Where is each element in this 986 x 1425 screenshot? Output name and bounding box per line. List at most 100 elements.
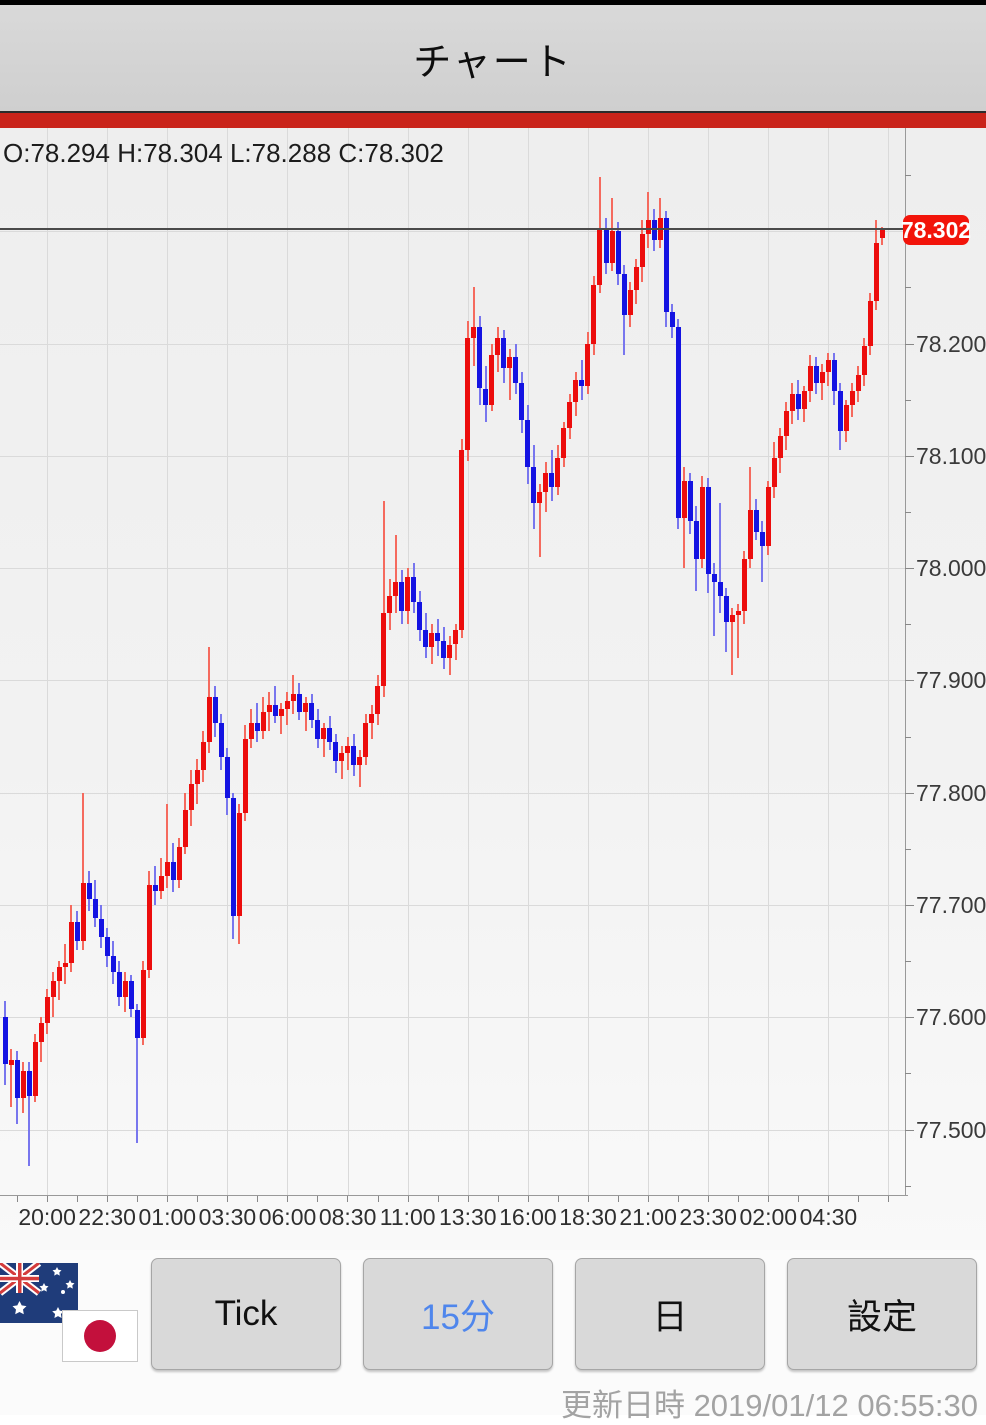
candlestick-chart[interactable] bbox=[0, 128, 905, 1195]
tick-button-label: Tick bbox=[214, 1294, 278, 1333]
x-axis-label: 18:30 bbox=[559, 1204, 617, 1230]
candle-body bbox=[825, 360, 831, 372]
x-axis-label: 03:30 bbox=[198, 1204, 257, 1230]
candle-body bbox=[74, 921, 80, 941]
x-axis-label: 06:00 bbox=[258, 1204, 317, 1230]
candle-body bbox=[158, 875, 164, 892]
bottom-toolbar: Tick 15分 日 設定 更新日時 2019/01/12 06:55:30 bbox=[0, 1250, 986, 1423]
candle-body bbox=[771, 458, 777, 488]
candle-body bbox=[224, 756, 230, 799]
tick-button[interactable]: Tick bbox=[151, 1258, 341, 1370]
gridline-horizontal bbox=[0, 344, 905, 345]
x-axis-tick bbox=[738, 1196, 739, 1202]
candle-body bbox=[693, 521, 699, 560]
gridline-vertical bbox=[227, 128, 229, 1195]
candle-wick bbox=[136, 1003, 139, 1144]
y-axis-tick bbox=[905, 1017, 914, 1018]
candle-body bbox=[272, 705, 278, 717]
y-axis-tick bbox=[905, 400, 911, 401]
gridline-horizontal bbox=[0, 1130, 905, 1131]
candle-body bbox=[8, 1060, 14, 1065]
candle-body bbox=[567, 401, 573, 428]
candle-body bbox=[200, 742, 206, 771]
x-axis-label: 20:00 bbox=[18, 1204, 76, 1230]
candle-wick bbox=[322, 723, 325, 757]
candle-wick bbox=[274, 686, 277, 724]
x-axis-label: 08:30 bbox=[318, 1204, 377, 1230]
candle-body bbox=[62, 963, 68, 967]
candle-body bbox=[134, 1009, 140, 1038]
candle-body bbox=[447, 644, 453, 658]
x-axis-tick bbox=[648, 1196, 649, 1202]
gridline-vertical bbox=[888, 128, 890, 1195]
candle-body bbox=[783, 410, 789, 436]
timeframe-day-button[interactable]: 日 bbox=[575, 1258, 765, 1370]
gridline-vertical bbox=[47, 128, 48, 1195]
candle-body bbox=[777, 435, 783, 459]
candle-wick bbox=[761, 521, 764, 582]
candle-body bbox=[20, 1071, 26, 1099]
candle-body bbox=[104, 936, 110, 956]
x-axis-tick bbox=[798, 1196, 799, 1202]
candle-body bbox=[549, 472, 555, 488]
candle-body bbox=[399, 581, 405, 611]
currency-pair-selector[interactable] bbox=[0, 1257, 145, 1372]
candle-wick bbox=[394, 534, 397, 614]
x-axis-tick bbox=[287, 1196, 288, 1202]
candle-body bbox=[765, 487, 771, 546]
candle-body bbox=[230, 798, 236, 917]
x-axis-label: 02:00 bbox=[739, 1204, 798, 1230]
gridline-horizontal bbox=[0, 456, 905, 457]
candle-wick bbox=[340, 745, 343, 780]
settings-button-label: 設定 bbox=[846, 1297, 917, 1337]
candle-body bbox=[513, 357, 519, 383]
candle-wick bbox=[731, 607, 734, 675]
candle-body bbox=[495, 337, 501, 355]
candle-body bbox=[206, 697, 212, 743]
candle-body bbox=[717, 581, 723, 597]
candle-body bbox=[471, 326, 477, 338]
y-axis-label: 77.600 bbox=[916, 1004, 986, 1030]
candle-wick bbox=[82, 792, 85, 950]
candle-wick bbox=[10, 1048, 12, 1108]
gridline-vertical bbox=[347, 128, 349, 1195]
x-axis-tick bbox=[678, 1196, 679, 1202]
candle-body bbox=[146, 884, 152, 971]
gridline-vertical bbox=[107, 128, 109, 1195]
timeframe-15min-button[interactable]: 15分 bbox=[363, 1258, 553, 1370]
candle-body bbox=[603, 229, 609, 263]
gridline-vertical bbox=[828, 128, 830, 1195]
y-axis-tick bbox=[905, 175, 911, 176]
candle-body bbox=[681, 480, 687, 518]
candle-body bbox=[296, 693, 302, 712]
x-axis-tick bbox=[858, 1196, 859, 1202]
gridline-vertical bbox=[768, 128, 770, 1195]
x-axis-label: 11:00 bbox=[379, 1204, 436, 1230]
candle-body bbox=[711, 573, 717, 582]
settings-button[interactable]: 設定 bbox=[787, 1258, 977, 1370]
y-axis-tick bbox=[905, 680, 914, 681]
candle-body bbox=[393, 581, 399, 597]
candle-wick bbox=[256, 702, 259, 743]
candle-wick bbox=[304, 697, 307, 731]
candle-body bbox=[254, 723, 260, 731]
candle-body bbox=[477, 326, 483, 389]
x-axis-tick bbox=[137, 1196, 138, 1202]
candle-body bbox=[128, 981, 134, 1010]
candle-body bbox=[345, 745, 351, 754]
x-axis-tick bbox=[347, 1196, 348, 1202]
candle-body bbox=[333, 742, 339, 762]
x-axis-tick bbox=[77, 1196, 78, 1202]
candle-wick bbox=[647, 191, 650, 248]
candle-body bbox=[831, 360, 837, 391]
candle-body bbox=[38, 1023, 44, 1043]
candle-body bbox=[651, 220, 657, 241]
candle-body bbox=[2, 1017, 8, 1065]
candle-body bbox=[411, 577, 417, 602]
candle-body bbox=[303, 702, 308, 712]
candle-wick bbox=[28, 1062, 31, 1166]
candle-body bbox=[164, 862, 170, 876]
candle-body bbox=[849, 390, 855, 406]
candle-body bbox=[86, 882, 92, 900]
candle-body bbox=[327, 727, 333, 743]
